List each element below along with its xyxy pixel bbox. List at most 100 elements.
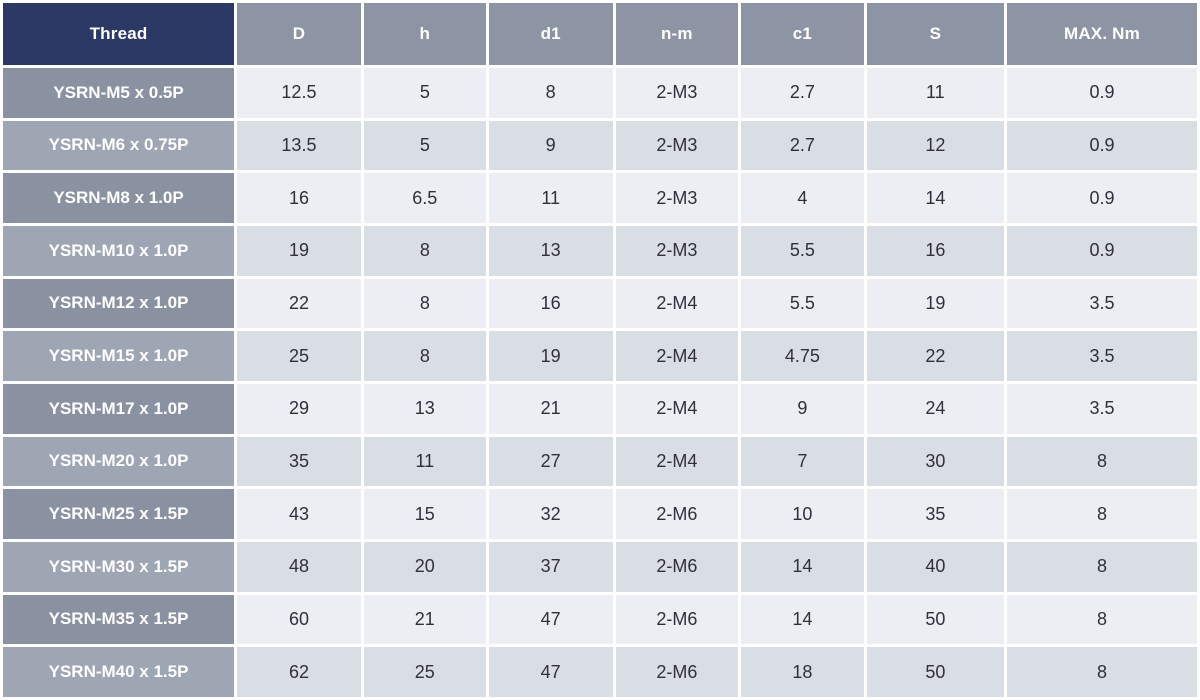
cell: 15	[363, 489, 486, 539]
cell: 13	[363, 383, 486, 434]
cell: 21	[363, 594, 486, 645]
cell: 7	[741, 436, 864, 487]
cell: 16	[237, 173, 361, 223]
cell: 19	[866, 278, 1004, 329]
cell: 3.5	[1006, 383, 1197, 434]
cell: 9	[488, 120, 613, 171]
cell: 8	[488, 68, 613, 118]
header-cell-s: S	[866, 3, 1004, 65]
table-row: YSRN-M5 x 0.5P 12.5 5 8 2-M3 2.7 11 0.9	[3, 68, 1197, 118]
cell: 5	[363, 120, 486, 171]
cell: 37	[488, 541, 613, 592]
table-row: YSRN-M12 x 1.0P 22 8 16 2-M4 5.5 19 3.5	[3, 278, 1197, 329]
cell: 29	[237, 383, 361, 434]
row-label: YSRN-M40 x 1.5P	[3, 647, 235, 697]
cell: 14	[741, 541, 864, 592]
cell: 40	[866, 541, 1004, 592]
cell: 5.5	[741, 225, 864, 276]
cell: 2-M3	[615, 225, 739, 276]
cell: 4	[741, 173, 864, 223]
cell: 13.5	[237, 120, 361, 171]
cell: 8	[1006, 541, 1197, 592]
cell: 13	[488, 225, 613, 276]
cell: 0.9	[1006, 120, 1197, 171]
cell: 8	[1006, 489, 1197, 539]
cell: 11	[866, 68, 1004, 118]
cell: 8	[363, 331, 486, 381]
cell: 8	[363, 225, 486, 276]
cell: 0.9	[1006, 173, 1197, 223]
cell: 2-M3	[615, 173, 739, 223]
row-label: YSRN-M8 x 1.0P	[3, 173, 235, 223]
row-label: YSRN-M17 x 1.0P	[3, 383, 235, 434]
table-row: YSRN-M40 x 1.5P 62 25 47 2-M6 18 50 8	[3, 647, 1197, 697]
cell: 8	[1006, 436, 1197, 487]
table-row: YSRN-M35 x 1.5P 60 21 47 2-M6 14 50 8	[3, 594, 1197, 645]
cell: 62	[237, 647, 361, 697]
cell: 2.7	[741, 120, 864, 171]
row-label: YSRN-M6 x 0.75P	[3, 120, 235, 171]
cell: 2-M4	[615, 331, 739, 381]
cell: 25	[363, 647, 486, 697]
row-label: YSRN-M25 x 1.5P	[3, 489, 235, 539]
cell: 3.5	[1006, 278, 1197, 329]
cell: 2-M6	[615, 594, 739, 645]
table-row: YSRN-M17 x 1.0P 29 13 21 2-M4 9 24 3.5	[3, 383, 1197, 434]
cell: 6.5	[363, 173, 486, 223]
header-cell-h: h	[363, 3, 486, 65]
cell: 19	[488, 331, 613, 381]
cell: 50	[866, 647, 1004, 697]
table-row: YSRN-M6 x 0.75P 13.5 5 9 2-M3 2.7 12 0.9	[3, 120, 1197, 171]
cell: 50	[866, 594, 1004, 645]
cell: 8	[363, 278, 486, 329]
cell: 47	[488, 594, 613, 645]
row-label: YSRN-M35 x 1.5P	[3, 594, 235, 645]
cell: 2-M3	[615, 120, 739, 171]
table-row: YSRN-M10 x 1.0P 19 8 13 2-M3 5.5 16 0.9	[3, 225, 1197, 276]
cell: 3.5	[1006, 331, 1197, 381]
table-body: YSRN-M5 x 0.5P 12.5 5 8 2-M3 2.7 11 0.9 YSRN-M6 …	[3, 68, 1197, 697]
cell: 2-M4	[615, 278, 739, 329]
cell: 11	[488, 173, 613, 223]
table-row: YSRN-M8 x 1.0P 16 6.5 11 2-M3 4 14 0.9	[3, 173, 1197, 223]
cell: 43	[237, 489, 361, 539]
cell: 47	[488, 647, 613, 697]
cell: 16	[488, 278, 613, 329]
cell: 25	[237, 331, 361, 381]
cell: 11	[363, 436, 486, 487]
cell: 30	[866, 436, 1004, 487]
cell: 14	[866, 173, 1004, 223]
row-label: YSRN-M12 x 1.0P	[3, 278, 235, 329]
cell: 60	[237, 594, 361, 645]
header-cell-max-nm: MAX. Nm	[1006, 3, 1197, 65]
cell: 8	[1006, 594, 1197, 645]
cell: 22	[866, 331, 1004, 381]
cell: 21	[488, 383, 613, 434]
cell: 2-M4	[615, 383, 739, 434]
cell: 10	[741, 489, 864, 539]
cell: 2-M6	[615, 647, 739, 697]
cell: 32	[488, 489, 613, 539]
header-cell-n-m: n-m	[615, 3, 739, 65]
header-cell-d1: d1	[488, 3, 613, 65]
cell: 16	[866, 225, 1004, 276]
cell: 9	[741, 383, 864, 434]
cell: 0.9	[1006, 225, 1197, 276]
cell: 5	[363, 68, 486, 118]
cell: 12.5	[237, 68, 361, 118]
row-label: YSRN-M20 x 1.0P	[3, 436, 235, 487]
cell: 2-M3	[615, 68, 739, 118]
cell: 2-M4	[615, 436, 739, 487]
table-row: YSRN-M20 x 1.0P 35 11 27 2-M4 7 30 8	[3, 436, 1197, 487]
cell: 19	[237, 225, 361, 276]
header-cell-thread: Thread	[3, 3, 235, 65]
cell: 48	[237, 541, 361, 592]
cell: 5.5	[741, 278, 864, 329]
header-cell-c1: c1	[741, 3, 864, 65]
table-row: YSRN-M25 x 1.5P 43 15 32 2-M6 10 35 8	[3, 489, 1197, 539]
cell: 20	[363, 541, 486, 592]
cell: 2-M6	[615, 541, 739, 592]
cell: 4.75	[741, 331, 864, 381]
